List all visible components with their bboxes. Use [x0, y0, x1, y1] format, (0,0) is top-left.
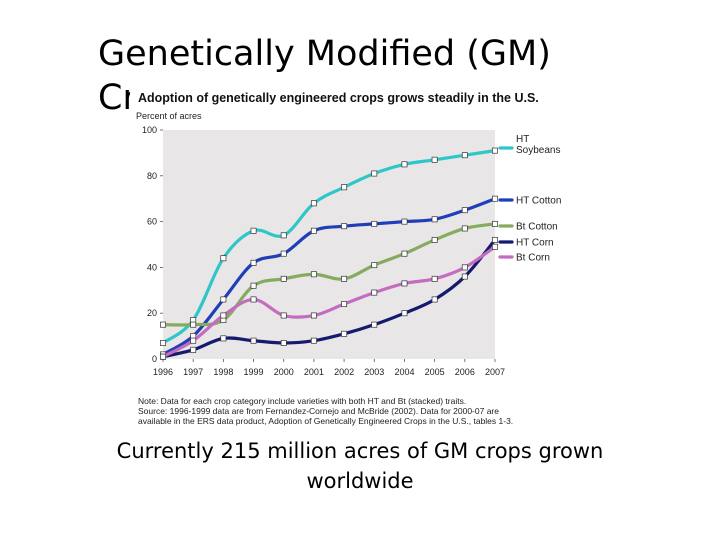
point-bt-cotton-2004: [401, 250, 408, 257]
point-bt-corn-1996: [160, 353, 166, 360]
point-ht-corn-2007: [492, 236, 498, 243]
point-ht-soybeans-1996: [160, 340, 166, 346]
point-bt-corn-2006: [461, 264, 468, 271]
point-ht-soybeans-2002: [341, 184, 348, 191]
point-ht-soybeans-2001: [310, 200, 317, 207]
y-axis-label: Percent of acres: [136, 111, 202, 121]
point-ht-cotton-2001: [310, 227, 317, 234]
x-tick-label-2001: 2001: [304, 367, 324, 377]
point-bt-corn-1998: [220, 312, 227, 319]
point-ht-corn-1998: [220, 335, 227, 342]
point-bt-cotton-2002: [341, 275, 348, 282]
chart-source-line-1: Source: 1996-1999 data are from Fernande…: [138, 406, 499, 416]
y-tick-label-20: 20: [147, 308, 157, 318]
legend-label-bt-cotton: Bt Cotton: [516, 222, 558, 233]
point-ht-soybeans-2005: [431, 156, 438, 163]
point-bt-corn-2005: [431, 275, 438, 282]
point-ht-corn-1997: [190, 346, 197, 353]
point-ht-corn-2001: [310, 337, 317, 344]
x-tick-label-2005: 2005: [425, 367, 445, 377]
series-bt-corn: [160, 243, 498, 360]
legend-label-ht-soybeans-0: HT: [516, 134, 529, 145]
y-tick-label-100: 100: [142, 125, 157, 135]
x-tick-label-2007: 2007: [485, 367, 505, 377]
point-ht-cotton-2000: [280, 250, 287, 257]
legend-label-ht-corn: HT Corn: [516, 238, 554, 249]
x-tick-label-2006: 2006: [455, 367, 475, 377]
point-ht-cotton-2007: [492, 195, 498, 202]
chart-note: Note: Data for each crop category includ…: [138, 396, 466, 406]
point-ht-soybeans-2006: [461, 152, 468, 159]
point-bt-cotton-2001: [310, 271, 317, 278]
x-tick-label-2003: 2003: [364, 367, 384, 377]
point-ht-cotton-2006: [461, 207, 468, 214]
legend-label-ht-cotton: HT Cotton: [516, 196, 561, 207]
point-bt-corn-1999: [250, 296, 257, 303]
point-bt-cotton-2006: [461, 225, 468, 232]
point-bt-cotton-1996: [160, 321, 166, 328]
y-tick-label-80: 80: [147, 171, 157, 181]
point-bt-cotton-1999: [250, 282, 257, 289]
point-ht-corn-2006: [461, 273, 468, 280]
point-ht-soybeans-2003: [371, 170, 378, 177]
y-axis: 0 20 40 60 80 100: [142, 125, 163, 364]
point-ht-soybeans-2000: [280, 232, 287, 239]
point-bt-corn-2004: [401, 280, 408, 287]
y-tick-label-60: 60: [147, 217, 157, 227]
point-ht-soybeans-2007: [492, 147, 498, 154]
series-lines: [160, 147, 498, 360]
point-bt-corn-2000: [280, 312, 287, 319]
x-tick-label-2002: 2002: [334, 367, 354, 377]
point-ht-cotton-2004: [401, 218, 408, 225]
point-bt-cotton-2000: [280, 275, 287, 282]
point-ht-soybeans-1998: [220, 255, 227, 262]
point-ht-cotton-1998: [220, 296, 227, 303]
point-bt-cotton-2007: [492, 220, 498, 227]
point-ht-cotton-1999: [250, 259, 257, 266]
point-ht-cotton-2005: [431, 216, 438, 223]
chart-title: Adoption of genetically engineered crops…: [138, 91, 539, 105]
x-tick-label-1998: 1998: [213, 367, 233, 377]
series-ht-corn: [160, 236, 498, 360]
point-ht-cotton-2003: [371, 220, 378, 227]
point-ht-corn-2000: [280, 340, 287, 346]
point-bt-corn-1997: [190, 337, 197, 344]
adoption-line-chart: Adoption of genetically engineered crops…: [136, 91, 561, 426]
legend-label-bt-corn: Bt Corn: [516, 253, 550, 264]
point-ht-corn-2003: [371, 321, 378, 328]
point-ht-corn-2002: [341, 330, 348, 337]
legend-label-ht-soybeans-1: Soybeans: [516, 145, 560, 156]
point-bt-corn-2007: [492, 243, 498, 250]
point-ht-corn-2004: [401, 310, 408, 317]
x-tick-label-1999: 1999: [244, 367, 264, 377]
chart-figure: Adoption of genetically engineered crops…: [130, 86, 592, 434]
y-tick-label-40: 40: [147, 262, 157, 272]
x-axis: 1996 1997 1998 1999 2000 2001 2002 2003 2004 2005…: [153, 359, 505, 377]
point-ht-corn-1999: [250, 337, 257, 344]
x-tick-label-2004: 2004: [394, 367, 414, 377]
point-bt-cotton-1997: [190, 321, 197, 328]
x-tick-label-1996: 1996: [153, 367, 173, 377]
point-bt-corn-2001: [310, 312, 317, 319]
chart-source-line-2: available in the ERS data product, Adopt…: [138, 416, 513, 426]
point-ht-corn-2005: [431, 296, 438, 303]
y-tick-label-0: 0: [152, 354, 157, 364]
point-ht-soybeans-1999: [250, 227, 257, 234]
point-ht-cotton-2002: [341, 223, 348, 230]
point-bt-cotton-2003: [371, 262, 378, 269]
point-bt-corn-2002: [341, 301, 348, 307]
x-tick-label-1997: 1997: [183, 367, 203, 377]
point-bt-cotton-2005: [431, 236, 438, 243]
series-ht-soybeans: [160, 147, 498, 346]
point-bt-corn-2003: [371, 289, 378, 296]
point-ht-soybeans-2004: [401, 161, 408, 168]
slide-caption: Currently 215 million acres of GM crops …: [116, 439, 604, 493]
x-tick-label-2000: 2000: [274, 367, 294, 377]
